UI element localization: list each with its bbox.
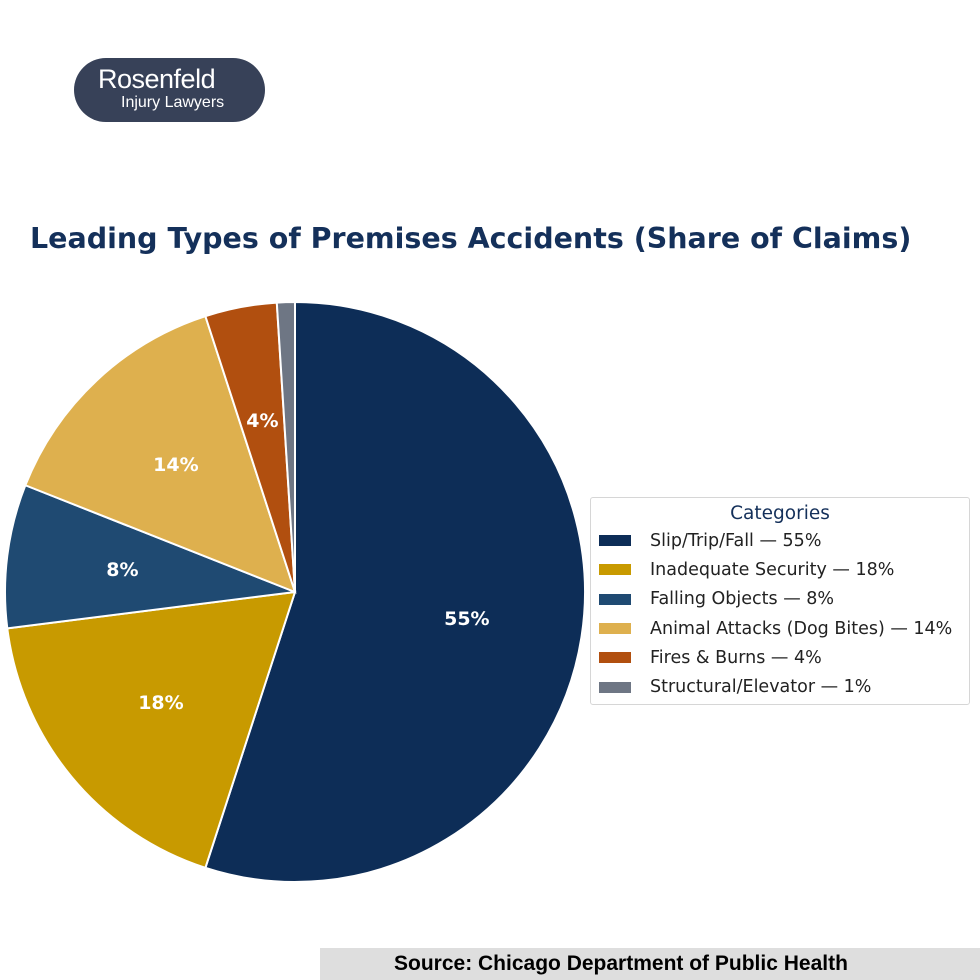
- legend-swatch-1: [599, 564, 631, 576]
- legend-item-2: Falling Objects — 8%: [591, 585, 969, 614]
- legend-swatch-2: [599, 593, 631, 605]
- slice-label-0: 55%: [444, 608, 489, 630]
- legend-label-0: Slip/Trip/Fall — 55%: [650, 530, 822, 551]
- logo-name: Rosenfeld: [98, 64, 216, 94]
- legend-item-3: Animal Attacks (Dog Bites) — 14%: [591, 614, 969, 643]
- legend-label-1: Inadequate Security — 18%: [650, 559, 895, 580]
- pie-slice-5: [275, 300, 296, 593]
- slice-label-1: 18%: [138, 692, 183, 714]
- legend-item-5: Structural/Elevator — 1%: [591, 672, 969, 701]
- pie-slice-0: [204, 300, 586, 883]
- pie-slice-2: [4, 483, 296, 630]
- rosenfeld-logo[interactable]: Rosenfeld Injury Lawyers: [74, 58, 265, 122]
- legend-label-3: Animal Attacks (Dog Bites) — 14%: [650, 618, 953, 639]
- legend-label-2: Falling Objects — 8%: [650, 589, 835, 610]
- source-text: Source: Chicago Department of Public Hea…: [394, 952, 848, 975]
- legend-item-0: Slip/Trip/Fall — 55%: [591, 526, 969, 555]
- logo-tagline: Injury Lawyers: [121, 94, 225, 111]
- legend-swatch-4: [599, 652, 631, 664]
- pie-slice-1: [6, 590, 297, 870]
- slice-label-2: 8%: [106, 559, 138, 581]
- source-bar: Source: Chicago Department of Public Hea…: [320, 948, 980, 980]
- legend-swatch-0: [599, 535, 631, 547]
- slice-label-3: 14%: [153, 454, 198, 476]
- legend-item-1: Inadequate Security — 18%: [591, 555, 969, 584]
- legend-swatch-5: [599, 681, 631, 693]
- slice-label-4: 4%: [246, 410, 278, 432]
- legend-item-4: Fires & Burns — 4%: [591, 643, 969, 672]
- legend-swatch-3: [599, 623, 631, 635]
- chart-legend: Categories Slip/Trip/Fall — 55% Inadequat…: [590, 497, 970, 705]
- chart-title: Leading Types of Premises Accidents (Sha…: [30, 222, 912, 255]
- legend-title: Categories: [730, 503, 830, 524]
- legend-label-4: Fires & Burns — 4%: [650, 647, 822, 668]
- legend-label-5: Structural/Elevator — 1%: [650, 677, 872, 698]
